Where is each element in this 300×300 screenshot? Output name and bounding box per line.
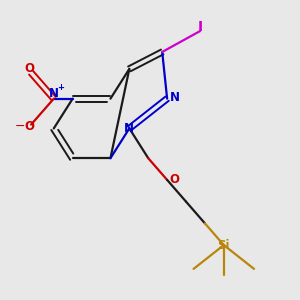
- Text: O: O: [25, 119, 34, 133]
- Text: N: N: [169, 91, 180, 104]
- Text: O: O: [169, 173, 180, 186]
- Text: N: N: [124, 122, 134, 135]
- Text: O: O: [25, 62, 34, 75]
- Text: +: +: [57, 83, 64, 92]
- Text: I: I: [197, 20, 202, 34]
- Text: N: N: [49, 87, 59, 100]
- Text: Si: Si: [218, 238, 230, 252]
- Text: −: −: [15, 119, 25, 133]
